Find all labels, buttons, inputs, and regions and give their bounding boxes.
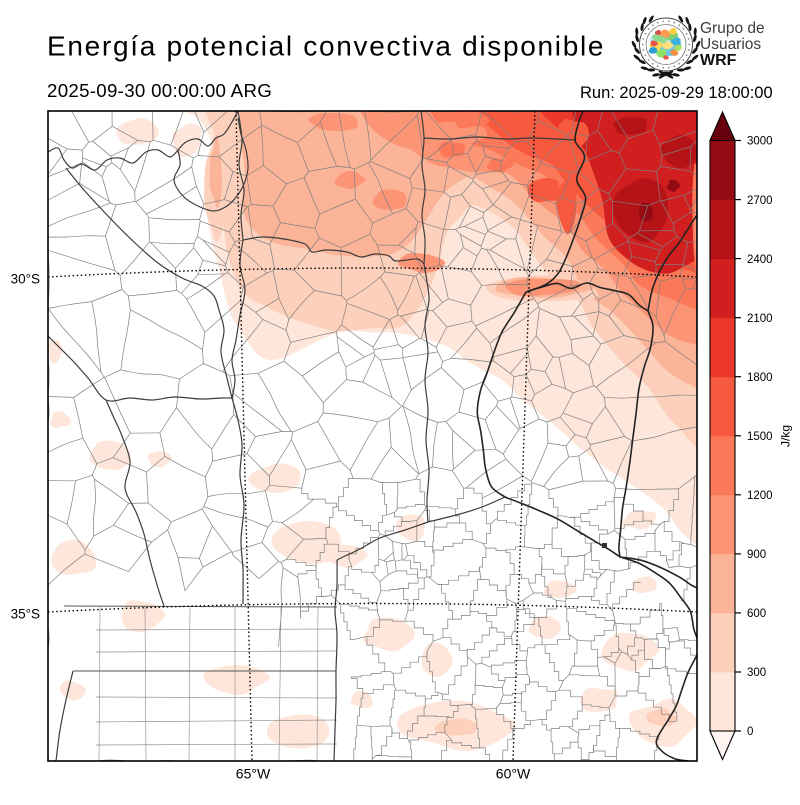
svg-text:30°S: 30°S bbox=[11, 271, 40, 286]
svg-text:600: 600 bbox=[747, 608, 766, 620]
svg-text:2025-09-30 00:00:00 ARG: 2025-09-30 00:00:00 ARG bbox=[47, 80, 272, 101]
svg-text:65°W: 65°W bbox=[236, 766, 271, 782]
svg-text:J/kg: J/kg bbox=[779, 425, 793, 447]
svg-text:900: 900 bbox=[747, 549, 766, 561]
svg-text:1200: 1200 bbox=[747, 490, 773, 502]
svg-text:3000: 3000 bbox=[747, 136, 773, 148]
svg-text:60°W: 60°W bbox=[496, 766, 531, 782]
svg-text:2700: 2700 bbox=[747, 195, 773, 207]
svg-text:WRF: WRF bbox=[700, 52, 737, 69]
svg-text:35°S: 35°S bbox=[11, 606, 40, 621]
svg-text:1500: 1500 bbox=[747, 431, 773, 443]
svg-text:Grupo de: Grupo de bbox=[700, 20, 765, 37]
svg-text:2100: 2100 bbox=[747, 313, 773, 325]
svg-text:2400: 2400 bbox=[747, 254, 773, 266]
svg-text:Energía potencial convectiva d: Energía potencial convectiva disponible bbox=[47, 31, 605, 62]
svg-text:Usuarios: Usuarios bbox=[700, 36, 761, 53]
svg-text:300: 300 bbox=[747, 667, 766, 679]
svg-text:1800: 1800 bbox=[747, 372, 773, 384]
svg-text:0: 0 bbox=[747, 726, 753, 738]
svg-text:Run: 2025-09-29 18:00:00: Run: 2025-09-29 18:00:00 bbox=[580, 84, 773, 102]
